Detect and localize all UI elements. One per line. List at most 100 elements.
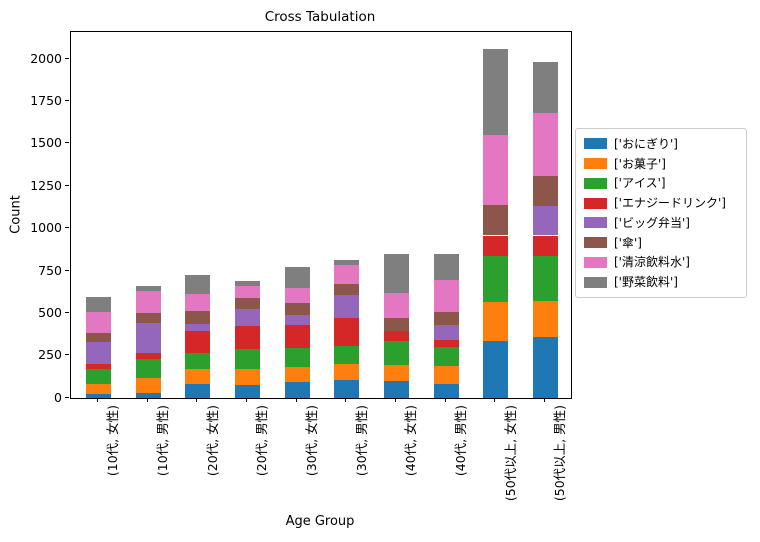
legend-item: ['エナジードリンク'] bbox=[584, 194, 746, 213]
y-tick-mark bbox=[65, 100, 69, 102]
bar-segment bbox=[235, 309, 260, 327]
bar-segment bbox=[185, 323, 211, 332]
bar-segment bbox=[135, 286, 161, 291]
bar-segment bbox=[433, 347, 459, 367]
y-tick-label: 500 bbox=[38, 305, 62, 320]
bar-segment bbox=[483, 48, 509, 135]
bar-segment bbox=[235, 384, 260, 399]
y-tick-label: 1500 bbox=[30, 135, 62, 151]
bar-segment bbox=[533, 235, 559, 256]
bar-segment bbox=[284, 303, 310, 316]
x-tick-label: (10代, 男性) bbox=[155, 405, 171, 477]
bar-segment bbox=[384, 331, 410, 342]
bar-segment bbox=[284, 348, 310, 367]
bar-segment bbox=[533, 255, 559, 301]
x-tick-mark bbox=[444, 398, 446, 403]
bar-segment bbox=[284, 288, 310, 304]
bar-segment bbox=[235, 285, 260, 299]
y-tick-label: 750 bbox=[38, 262, 62, 278]
bar-segment bbox=[334, 317, 360, 346]
legend-swatch bbox=[584, 237, 607, 249]
bar-segment bbox=[86, 383, 111, 395]
legend-item: ['傘'] bbox=[584, 233, 746, 252]
bar-segment bbox=[235, 281, 260, 286]
x-axis-label: Age Group bbox=[285, 514, 355, 529]
bar-segment bbox=[185, 353, 211, 369]
bar-segment bbox=[384, 254, 410, 294]
y-tick-mark bbox=[65, 312, 69, 313]
bar-segment bbox=[384, 341, 410, 366]
bar-segment bbox=[185, 294, 211, 311]
legend-item: ['アイス'] bbox=[584, 174, 746, 193]
y-tick-mark bbox=[65, 269, 69, 271]
x-tick-mark bbox=[97, 398, 98, 403]
legend-item: ['ビッグ弁当'] bbox=[584, 213, 746, 232]
legend-swatch bbox=[584, 138, 607, 150]
y-tick-mark bbox=[65, 184, 69, 186]
x-tick-mark bbox=[395, 398, 397, 403]
legend-swatch bbox=[584, 197, 607, 209]
legend-item: ['清涼飲料水'] bbox=[584, 253, 746, 272]
bar-segment bbox=[235, 298, 260, 310]
bar-segment bbox=[235, 349, 260, 370]
bar-segment bbox=[86, 364, 111, 370]
bar-segment bbox=[483, 235, 509, 256]
x-tick-label: (30代, 男性) bbox=[353, 405, 369, 477]
bar-segment bbox=[185, 383, 211, 399]
x-tick-mark bbox=[295, 398, 297, 403]
bar-segment bbox=[334, 345, 360, 364]
y-tick-label: 0 bbox=[54, 389, 62, 405]
x-tick-mark bbox=[246, 398, 247, 403]
x-tick-mark bbox=[494, 398, 496, 403]
y-tick-mark bbox=[65, 396, 69, 398]
bar-segment bbox=[135, 359, 161, 378]
bar-segment bbox=[284, 366, 310, 383]
legend-label: ['野菜飲料'] bbox=[614, 275, 678, 290]
x-tick-mark bbox=[196, 398, 198, 403]
bar-segment bbox=[433, 324, 459, 340]
bar-segment bbox=[433, 366, 459, 384]
bar-segment bbox=[235, 326, 260, 350]
bar-segment bbox=[384, 365, 410, 382]
legend-swatch bbox=[584, 256, 607, 268]
bar-segment bbox=[533, 112, 559, 177]
legend-label: ['お菓子'] bbox=[614, 156, 666, 171]
chart-title: Cross Tabulation bbox=[264, 9, 376, 25]
bar-segment bbox=[533, 337, 559, 399]
y-tick-mark bbox=[65, 227, 69, 229]
bar-segment bbox=[433, 383, 459, 399]
y-tick-mark bbox=[65, 354, 69, 356]
legend-swatch bbox=[584, 177, 607, 189]
bar-segment bbox=[334, 260, 360, 266]
y-tick-label: 250 bbox=[38, 347, 62, 363]
legend-swatch bbox=[584, 276, 607, 288]
bar-segment bbox=[433, 279, 459, 312]
bar-segment bbox=[135, 322, 161, 353]
bar-segment bbox=[284, 266, 310, 289]
bar-segment bbox=[284, 324, 310, 349]
y-tick-label: 1250 bbox=[30, 177, 62, 193]
bar-segment bbox=[384, 381, 410, 399]
bar-segment bbox=[483, 340, 509, 399]
y-tick-mark bbox=[65, 142, 69, 144]
bar-segment bbox=[135, 312, 161, 323]
legend-label: ['清涼飲料水'] bbox=[614, 255, 690, 270]
bar-segment bbox=[86, 394, 111, 399]
bar-segment bbox=[135, 290, 161, 313]
y-tick-label: 1000 bbox=[30, 220, 62, 236]
x-tick-label: (20代, 男性) bbox=[254, 405, 270, 477]
bar-segment bbox=[533, 176, 559, 206]
bar-segment bbox=[334, 265, 360, 284]
bar-segment bbox=[135, 352, 161, 360]
bar-segment bbox=[433, 339, 459, 348]
bar-segment bbox=[86, 333, 111, 343]
x-tick-label: (10代, 女性) bbox=[105, 405, 121, 477]
bar-segment bbox=[483, 134, 509, 205]
legend-label: ['エナジードリンク'] bbox=[614, 196, 726, 211]
bar-segment bbox=[86, 311, 111, 333]
bar-segment bbox=[433, 254, 459, 280]
legend-label: ['傘'] bbox=[614, 235, 642, 250]
legend-item: ['お菓子'] bbox=[584, 154, 746, 173]
bar-segment bbox=[334, 294, 360, 318]
